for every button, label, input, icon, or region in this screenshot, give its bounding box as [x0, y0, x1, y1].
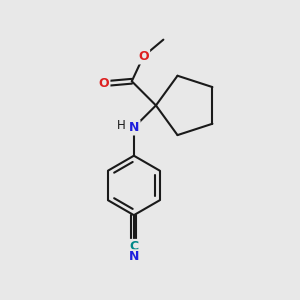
- Text: O: O: [138, 50, 148, 63]
- Text: C: C: [129, 240, 138, 253]
- Text: N: N: [129, 250, 139, 263]
- Text: H: H: [117, 119, 126, 133]
- Text: N: N: [129, 121, 139, 134]
- Text: O: O: [98, 77, 109, 90]
